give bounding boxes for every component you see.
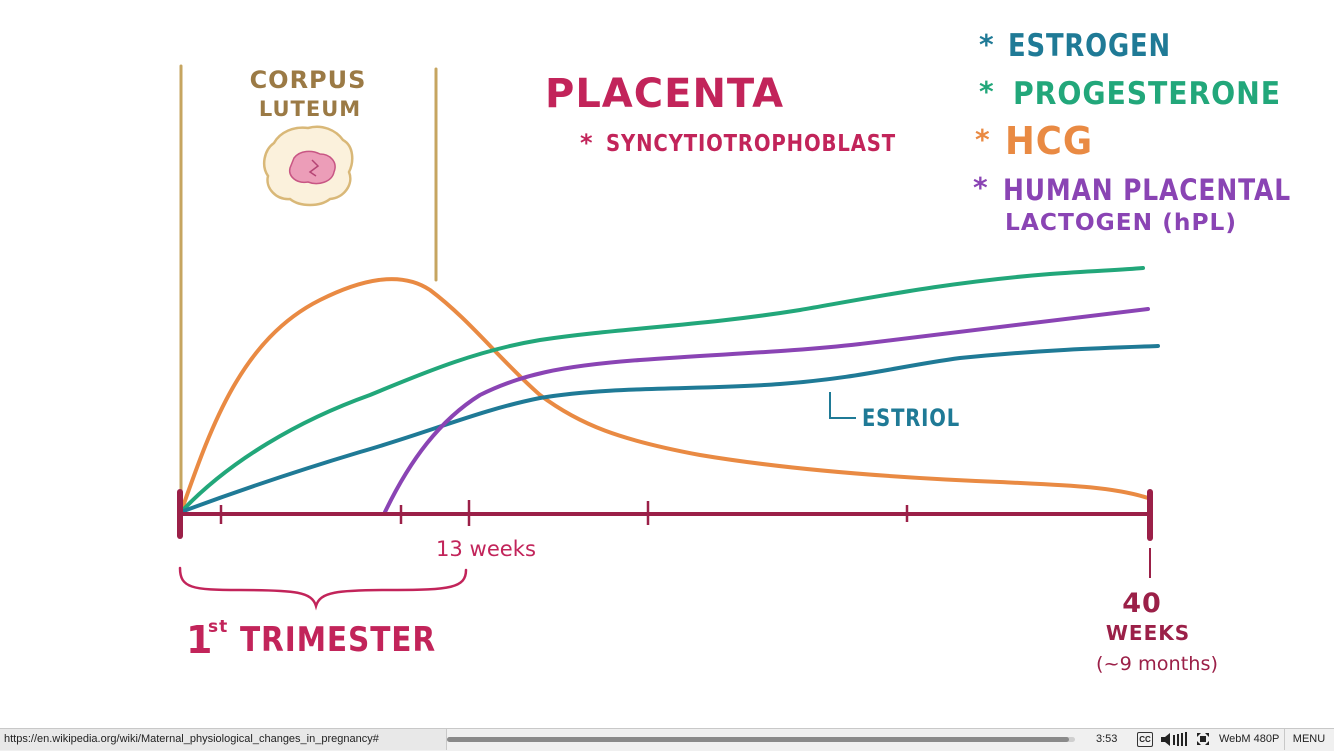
volume-glyph (1161, 732, 1187, 746)
legend-progesterone-asterisk: * (979, 75, 994, 108)
week-40-word: WEEKS (1106, 621, 1190, 645)
legend-hpl-text1: HUMAN PLACENTAL (1003, 173, 1291, 207)
trimester-superscript: st (208, 617, 228, 637)
playback-time: 3:53 (1096, 733, 1118, 745)
legend-estrogen-text: ESTROGEN (1008, 28, 1171, 64)
syncytio-asterisk: * (580, 129, 593, 157)
legend-hpl-asterisk: * (973, 171, 988, 204)
video-frame: CORPUS LUTEUM PLACENTA * SYNCYTIOTROPHOB… (177, 28, 1291, 675)
trimester-number: 1 (186, 618, 213, 662)
volume-icon[interactable] (1160, 732, 1190, 747)
trimester-word: TRIMESTER (240, 620, 436, 660)
week-13-label: 13 weeks (436, 537, 536, 561)
fullscreen-icon[interactable] (1196, 732, 1210, 747)
seek-bar[interactable] (447, 737, 1075, 742)
legend-hpl-text2: LACTOGEN (hPL) (1005, 210, 1237, 236)
estrogen-curve (179, 344, 1160, 514)
legend-hcg-asterisk: * (975, 123, 990, 156)
estriol-label: ESTRIOL (862, 404, 960, 432)
syncytio-label: SYNCYTIOTROPHOBLAST (606, 131, 896, 157)
corpus-label-line1: CORPUS (250, 66, 367, 94)
fullscreen-glyph (1197, 733, 1209, 745)
progesterone-curve (179, 266, 1145, 514)
quality-selector[interactable]: WebM 480P (1219, 733, 1280, 745)
corpus-luteum-icon (262, 125, 354, 207)
legend-progesterone-text: PROGESTERONE (1013, 76, 1281, 112)
estriol-pointer (829, 392, 856, 419)
hcg-curve (179, 277, 1150, 514)
hormone-diagram: CORPUS LUTEUM PLACENTA * SYNCYTIOTROPHOB… (177, 28, 1291, 675)
link-url-status: https://en.wikipedia.org/wiki/Maternal_p… (0, 729, 447, 750)
trimester-brace (178, 566, 468, 611)
video-controls-bar: https://en.wikipedia.org/wiki/Maternal_p… (0, 728, 1334, 751)
legend-hcg-text: HCG (1005, 119, 1093, 163)
closed-captions-icon[interactable]: CC (1137, 732, 1153, 747)
corpus-label-line2: LUTEUM (259, 97, 361, 121)
placenta-title: PLACENTA (545, 71, 784, 117)
seek-bar-progress (447, 737, 1069, 742)
menu-button[interactable]: MENU (1284, 729, 1333, 750)
week-40-number: 40 (1122, 588, 1162, 619)
legend-estrogen-asterisk: * (979, 28, 994, 61)
week-40-note: (~9 months) (1096, 653, 1218, 675)
hpl-curve (383, 307, 1150, 514)
